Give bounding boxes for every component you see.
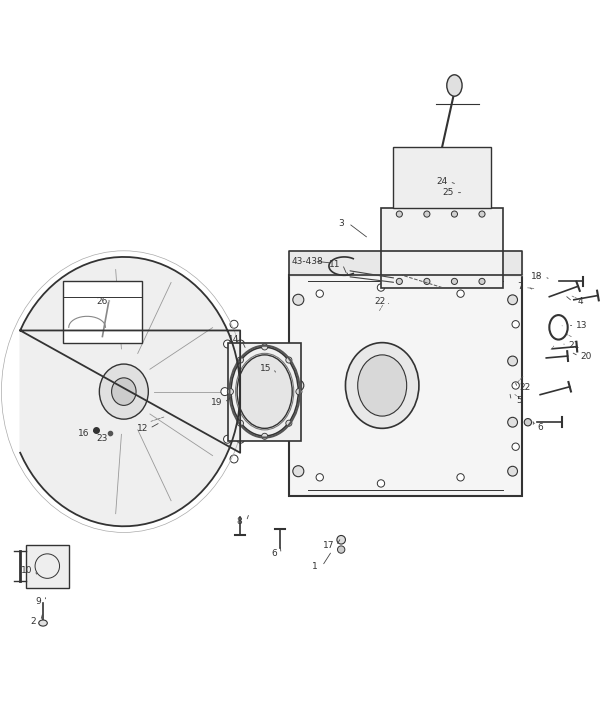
Ellipse shape: [224, 435, 231, 443]
Ellipse shape: [396, 279, 402, 284]
Ellipse shape: [221, 388, 229, 396]
Text: 43-438: 43-438: [292, 257, 323, 266]
Ellipse shape: [358, 355, 407, 416]
Ellipse shape: [377, 284, 384, 291]
Ellipse shape: [228, 388, 234, 395]
Ellipse shape: [337, 536, 346, 544]
Ellipse shape: [237, 355, 292, 428]
Text: 17: 17: [323, 542, 335, 550]
Text: 12: 12: [137, 424, 148, 433]
Ellipse shape: [338, 546, 345, 553]
Ellipse shape: [457, 474, 464, 481]
Ellipse shape: [296, 388, 302, 395]
Polygon shape: [87, 327, 105, 336]
Ellipse shape: [239, 388, 247, 396]
Ellipse shape: [293, 466, 304, 477]
Text: 21: 21: [568, 342, 579, 350]
Text: 10: 10: [22, 566, 33, 575]
Bar: [289, 275, 522, 496]
Ellipse shape: [512, 382, 519, 389]
Text: 18: 18: [531, 272, 543, 281]
Text: 2: 2: [30, 617, 36, 626]
Ellipse shape: [479, 211, 485, 217]
Ellipse shape: [316, 290, 323, 297]
Text: 1: 1: [312, 562, 318, 570]
Text: 6: 6: [538, 422, 543, 432]
Text: 14: 14: [228, 335, 240, 344]
Ellipse shape: [508, 466, 517, 476]
Ellipse shape: [292, 345, 299, 352]
Ellipse shape: [292, 419, 299, 426]
Text: 13: 13: [576, 321, 587, 330]
Ellipse shape: [508, 417, 517, 427]
Ellipse shape: [508, 356, 517, 366]
Ellipse shape: [457, 290, 464, 297]
Ellipse shape: [237, 357, 244, 363]
Text: 9: 9: [35, 597, 41, 606]
Bar: [26, 544, 69, 588]
Text: 22: 22: [519, 383, 531, 393]
Ellipse shape: [446, 75, 462, 96]
Bar: [381, 208, 504, 287]
Text: 7Zap.com: 7Zap.com: [108, 355, 323, 392]
Polygon shape: [69, 316, 105, 327]
Text: 20: 20: [581, 352, 592, 360]
Ellipse shape: [237, 435, 245, 443]
Bar: [63, 282, 142, 343]
Ellipse shape: [237, 420, 244, 426]
Ellipse shape: [479, 279, 485, 284]
Ellipse shape: [512, 321, 519, 328]
Ellipse shape: [293, 380, 304, 391]
Text: 5: 5: [516, 396, 522, 405]
Ellipse shape: [346, 343, 419, 428]
Text: 6: 6: [271, 549, 277, 558]
Polygon shape: [20, 257, 240, 526]
Text: 11: 11: [329, 260, 341, 269]
Ellipse shape: [316, 474, 323, 481]
Text: 15: 15: [260, 364, 272, 373]
Ellipse shape: [524, 419, 531, 426]
Ellipse shape: [512, 443, 519, 451]
Text: 25: 25: [443, 188, 454, 197]
Ellipse shape: [377, 480, 384, 487]
Text: 8: 8: [236, 517, 242, 526]
Ellipse shape: [261, 433, 268, 440]
Text: 4: 4: [577, 297, 583, 306]
Ellipse shape: [424, 279, 430, 284]
Text: 16: 16: [78, 429, 90, 438]
Ellipse shape: [230, 321, 238, 329]
Ellipse shape: [451, 211, 458, 217]
Ellipse shape: [286, 357, 292, 363]
Ellipse shape: [39, 620, 47, 626]
Text: 26: 26: [97, 297, 108, 305]
Ellipse shape: [293, 295, 304, 305]
Text: 19: 19: [211, 398, 223, 407]
Ellipse shape: [224, 340, 231, 348]
Ellipse shape: [261, 344, 268, 350]
Ellipse shape: [508, 295, 517, 305]
Ellipse shape: [286, 420, 292, 426]
Ellipse shape: [396, 211, 402, 217]
Text: 24: 24: [437, 177, 448, 186]
Ellipse shape: [111, 378, 136, 405]
Ellipse shape: [451, 279, 458, 284]
Ellipse shape: [424, 211, 430, 217]
Bar: [228, 343, 301, 440]
Text: 23: 23: [97, 434, 108, 443]
Ellipse shape: [237, 340, 245, 348]
Text: 7: 7: [518, 282, 523, 291]
Ellipse shape: [230, 455, 238, 463]
Ellipse shape: [100, 364, 148, 419]
Bar: [393, 147, 491, 208]
Text: 22: 22: [374, 297, 386, 305]
Polygon shape: [289, 251, 522, 275]
Text: 3: 3: [338, 219, 344, 227]
